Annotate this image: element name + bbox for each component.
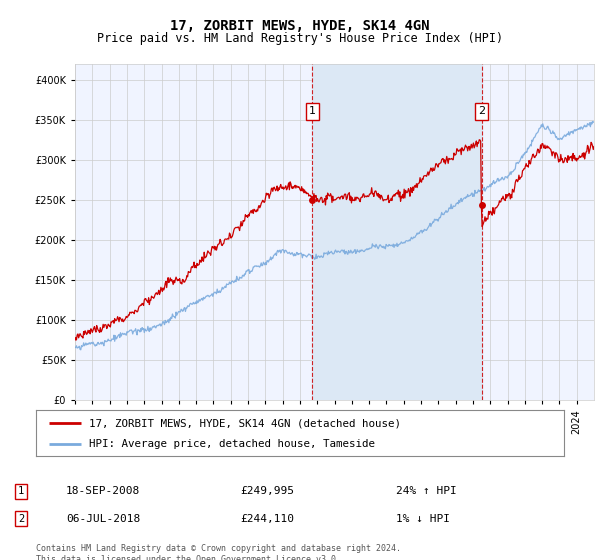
Text: 1: 1: [18, 486, 24, 496]
Text: Contains HM Land Registry data © Crown copyright and database right 2024.
This d: Contains HM Land Registry data © Crown c…: [36, 544, 401, 560]
Text: HPI: Average price, detached house, Tameside: HPI: Average price, detached house, Tame…: [89, 440, 375, 450]
Text: 2: 2: [18, 514, 24, 524]
Text: 17, ZORBIT MEWS, HYDE, SK14 4GN: 17, ZORBIT MEWS, HYDE, SK14 4GN: [170, 19, 430, 33]
Text: 06-JUL-2018: 06-JUL-2018: [66, 514, 140, 524]
Text: 1: 1: [309, 106, 316, 116]
Text: £249,995: £249,995: [240, 486, 294, 496]
Text: 2: 2: [478, 106, 485, 116]
Text: 1% ↓ HPI: 1% ↓ HPI: [396, 514, 450, 524]
Text: 17, ZORBIT MEWS, HYDE, SK14 4GN (detached house): 17, ZORBIT MEWS, HYDE, SK14 4GN (detache…: [89, 418, 401, 428]
Bar: [313, 64, 482, 400]
Text: 24% ↑ HPI: 24% ↑ HPI: [396, 486, 457, 496]
Text: 18-SEP-2008: 18-SEP-2008: [66, 486, 140, 496]
Text: £244,110: £244,110: [240, 514, 294, 524]
Text: Price paid vs. HM Land Registry's House Price Index (HPI): Price paid vs. HM Land Registry's House …: [97, 32, 503, 45]
